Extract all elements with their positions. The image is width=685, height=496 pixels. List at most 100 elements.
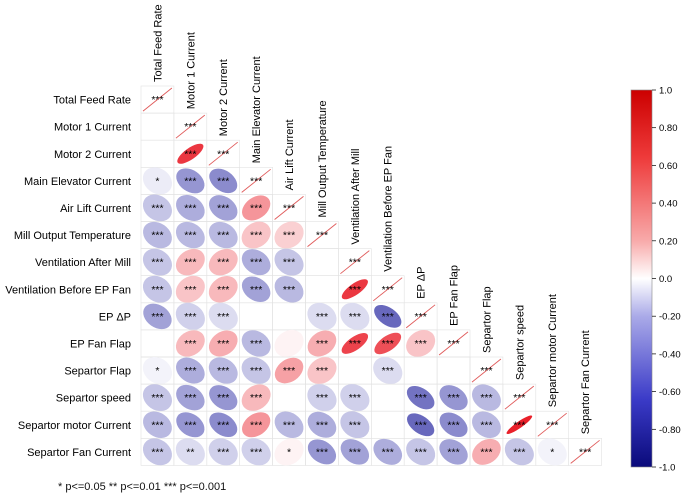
correlation-ellipse [175,302,205,330]
significance-stars: *** [447,338,459,350]
correlation-ellipse [241,249,271,276]
correlation-ellipse [209,195,238,221]
significance-stars: *** [480,365,492,377]
row-label: Ventilation After Mill [35,257,131,269]
significance-stars: *** [151,446,163,458]
significance-stars: *** [349,284,361,296]
correlation-ellipse [537,438,567,466]
diagonal-line [373,277,403,302]
correlation-ellipse [176,357,205,384]
matrix-cell [140,112,175,141]
matrix-cell [305,275,339,304]
significance-stars: *** [250,365,262,377]
colorbar-tick-label: 0.60 [659,161,678,172]
diagonal-line [471,358,502,383]
column-label: Motor 2 Current [218,59,230,136]
correlation-ellipse [472,438,501,465]
column-label: Motor 1 Current [185,32,197,109]
significance-stars: *** [316,419,328,431]
correlation-ellipse [341,333,369,354]
correlation-matrix-chart: *** *** *** *** * ** * ** * ** *** * ** * ** * ** * ** *** *… [5,4,681,474]
correlation-ellipse [177,143,204,164]
correlation-ellipse [142,275,172,303]
significance-stars: *** [283,202,295,214]
significance-stars: *** [382,284,394,296]
colorbar-tick-label: -0.20 [659,312,681,323]
correlation-ellipse [406,438,436,466]
significance-stars: *** [513,392,525,404]
column-label: Mill Output Temperature [317,100,329,217]
significance-stars: *** [184,338,196,350]
column-label: Main Elevator Current [251,56,263,163]
colorbar-tick-label: -1.0 [659,463,675,474]
row-label: EP Fan Flap [70,338,131,350]
colorbar-tick-label: 0.20 [659,236,678,247]
correlation-ellipse [208,302,238,330]
correlation-ellipse [439,385,468,411]
significance-stars: *** [250,284,262,296]
significance-stars: *** [217,257,229,269]
row-label: Ventilation Before EP Fan [5,284,131,296]
significance-stars: *** [250,338,262,350]
correlation-ellipse [176,384,205,411]
correlation-ellipse [307,330,337,357]
column-label: Separtor Fan Current [580,330,592,434]
significance-stars: *** [151,311,163,323]
diagonal-line [504,385,535,410]
correlation-ellipse [241,221,271,249]
diagonal-line [241,168,271,193]
correlation-ellipse [274,411,304,438]
significance-stars: *** [447,419,459,431]
correlation-ellipse [175,438,205,466]
significance-stars: *** [151,392,163,404]
significance-stars: *** [480,392,492,404]
significance-stars: *** [316,365,328,377]
significance-stars: *** [217,284,229,296]
correlation-ellipse [504,438,534,466]
correlation-ellipse [175,330,205,357]
column-label: Total Feed Rate [152,4,164,82]
significance-stars: *** [217,148,229,160]
correlation-ellipse [341,279,368,300]
colorbar-tick-label: 0.0 [659,274,672,285]
column-label: Ventilation Before EP Fan [383,146,395,272]
significance-stars: *** [283,284,295,296]
significance-stars: *** [184,284,196,296]
correlation-ellipse [242,412,271,438]
correlation-ellipse [340,384,370,412]
significance-stars: *** [184,311,196,323]
significance-stars: *** [447,392,459,404]
significance-stars: *** [316,230,328,242]
correlation-ellipse [143,411,172,438]
significance-stars: *** [250,446,262,458]
column-label: Air Lift Current [284,119,296,190]
matrix-cell [338,356,372,385]
correlation-ellipse [373,356,403,385]
correlation-ellipse [241,276,271,303]
colorbar-tick-label: -0.40 [659,349,681,360]
row-label: Motor 2 Current [54,149,131,161]
row-label: Main Elevator Current [24,176,131,188]
significance-stars: *** [513,446,525,458]
significance-stars: *** [415,338,427,350]
column-label: Ventilation After Mill [350,149,362,245]
correlation-ellipse [274,276,304,303]
correlation-ellipse [374,304,402,328]
significance-stars: *** [283,419,295,431]
row-label: Air Lift Current [60,203,131,215]
correlation-ellipse [175,275,205,303]
matrix-cell [370,410,405,439]
significance-stars: *** [184,392,196,404]
significance-stars: *** [151,257,163,269]
significance-stars: *** [316,338,328,350]
significance-stars: *** [250,419,262,431]
row-label: Separtor motor Current [18,420,131,432]
significance-stars: *** [546,419,558,431]
diagonal-line [340,250,370,275]
significance-stars: *** [415,446,427,458]
row-label: Mill Output Temperature [14,230,131,242]
correlation-ellipse [274,329,304,358]
diagonal-line [405,304,436,329]
significance-stars: *** [184,230,196,242]
significance-stars: *** [184,419,196,431]
